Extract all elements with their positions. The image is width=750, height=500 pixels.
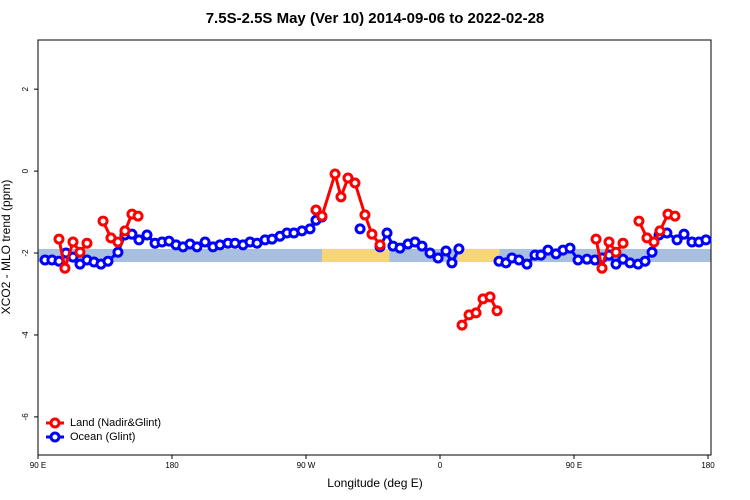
data-point [354, 223, 366, 235]
x-tick-label: 0 [438, 461, 443, 470]
data-point [349, 177, 361, 189]
data-point [102, 255, 114, 267]
data-point [133, 234, 145, 246]
legend-marker [49, 417, 61, 429]
y-axis-label: XCO2 - MLO trend (ppm) [0, 180, 13, 315]
data-point [603, 236, 615, 248]
data-point [572, 254, 584, 266]
data-point [366, 228, 378, 240]
data-point [456, 319, 468, 331]
data-point [610, 258, 622, 270]
data-point [381, 227, 393, 239]
chart-title: 7.5S-2.5S May (Ver 10) 2014-09-06 to 202… [206, 10, 545, 27]
data-point [633, 215, 645, 227]
data-point [191, 241, 203, 253]
y-tick-label: -6 [21, 413, 30, 421]
data-point [513, 254, 525, 266]
data-point [141, 229, 153, 241]
data-point [112, 246, 124, 258]
data-point [74, 246, 86, 258]
data-point [97, 215, 109, 227]
y-tick-label: -4 [21, 331, 30, 339]
x-tick-label: 90 W [297, 461, 316, 470]
data-point [646, 246, 658, 258]
data-point [521, 258, 533, 270]
data-point [342, 172, 354, 184]
data-point [617, 237, 629, 249]
data-point [316, 210, 328, 222]
x-tick-label: 90 E [566, 461, 582, 470]
data-point [669, 210, 681, 222]
x-tick-label: 180 [165, 461, 179, 470]
data-point [59, 262, 71, 274]
data-point [596, 262, 608, 274]
legend-label: Land (Nadir&Glint) [70, 417, 161, 429]
y-tick-label: -2 [21, 249, 30, 257]
band-segment [457, 248, 500, 263]
data-point [424, 247, 436, 259]
data-point [67, 236, 79, 248]
data-point [304, 223, 316, 235]
data-point [359, 209, 371, 221]
data-point [700, 234, 712, 246]
data-point [648, 236, 660, 248]
data-point [416, 240, 428, 252]
legend-label: Ocean (Glint) [70, 431, 135, 443]
data-point [446, 257, 458, 269]
data-point [564, 242, 576, 254]
data-point [470, 307, 482, 319]
data-point [335, 191, 347, 203]
data-point [119, 225, 131, 237]
x-tick-label: 180 [701, 461, 715, 470]
data-point [671, 234, 683, 246]
data-point [484, 291, 496, 303]
data-point [590, 233, 602, 245]
data-point [639, 255, 651, 267]
data-point [81, 237, 93, 249]
y-tick-label: 0 [21, 168, 30, 173]
data-point [112, 236, 124, 248]
data-point [310, 204, 322, 216]
data-point [678, 228, 690, 240]
data-point [491, 305, 503, 317]
data-point [374, 239, 386, 251]
x-axis-label: Longitude (deg E) [327, 476, 422, 490]
x-tick-label: 90 E [30, 461, 46, 470]
data-point [53, 233, 65, 245]
data-point [394, 242, 406, 254]
plot-frame [37, 39, 712, 456]
data-point [654, 225, 666, 237]
data-point [453, 243, 465, 255]
data-point [329, 168, 341, 180]
data-point [132, 210, 144, 222]
band-segment [321, 248, 390, 263]
legend-marker [49, 431, 61, 443]
data-point [535, 249, 547, 261]
data-point [440, 245, 452, 257]
y-tick-label: 2 [21, 86, 30, 91]
data-point [610, 246, 622, 258]
data-point [432, 252, 444, 264]
data-point [199, 236, 211, 248]
